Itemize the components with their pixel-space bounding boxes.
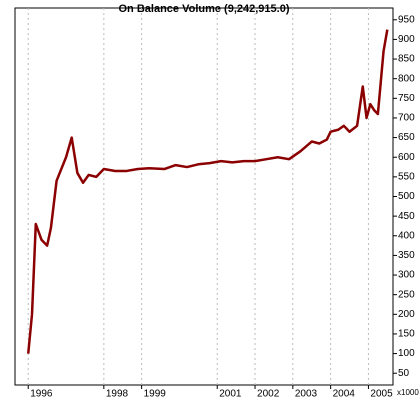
- y-tick-label: 850: [398, 54, 415, 65]
- y-tick-label: 950: [398, 14, 415, 25]
- y-tick-label: 400: [398, 230, 415, 241]
- x-tick-label: 2004: [333, 389, 356, 400]
- plot-frame: [14, 7, 394, 386]
- x-tick-label: 1999: [144, 389, 167, 400]
- y-tick-label: 50: [398, 368, 410, 379]
- y-tick-label: 350: [398, 250, 415, 261]
- y-tick-label: 150: [398, 329, 415, 340]
- chart-title: On Balance Volume (9,242,915.0): [119, 3, 290, 15]
- y-tick-label: 900: [398, 34, 415, 45]
- y-tick-label: 550: [398, 172, 415, 183]
- y-tick-label: 500: [398, 191, 415, 202]
- x-tick-label: 2001: [219, 389, 242, 400]
- y-tick-label: 100: [398, 348, 415, 359]
- y-tick-label: 600: [398, 152, 415, 163]
- x-tick-label: 2005: [370, 389, 393, 400]
- x-tick-label: 2002: [257, 389, 280, 400]
- y-tick-label: 300: [398, 270, 415, 281]
- y-tick-label: 650: [398, 132, 415, 143]
- data-line: [26, 29, 389, 354]
- x-tick-label: 1998: [106, 389, 129, 400]
- x-tick-label: 2003: [295, 389, 318, 400]
- y-tick-label: 800: [398, 73, 415, 84]
- x-tick-label: 1996: [30, 389, 53, 400]
- y-tick-label: 250: [398, 289, 415, 300]
- y-tick-label: 450: [398, 211, 415, 222]
- y-tick-label: 700: [398, 113, 415, 124]
- y-unit: x1000: [397, 388, 419, 397]
- y-tick-label: 200: [398, 309, 415, 320]
- y-tick-label: 750: [398, 93, 415, 104]
